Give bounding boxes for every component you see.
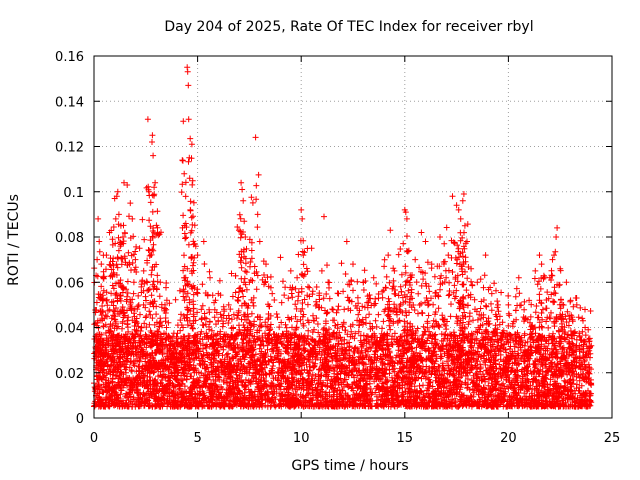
- chart-title: Day 204 of 2025, Rate Of TEC Index for r…: [164, 19, 533, 35]
- x-tick-label: 0: [90, 431, 98, 446]
- y-tick-label: 0.08: [55, 231, 84, 246]
- y-tick-label: 0.1: [63, 186, 84, 201]
- y-axis-label: ROTI / TECUs: [6, 194, 22, 286]
- x-tick-label: 15: [397, 431, 414, 446]
- y-tick-label: 0.06: [55, 276, 84, 291]
- x-axis-label: GPS time / hours: [291, 458, 408, 474]
- y-tick-label: 0.02: [55, 367, 84, 382]
- x-tick-label: 5: [193, 431, 201, 446]
- scatter-points: [91, 64, 595, 410]
- y-tick-label: 0.14: [55, 95, 84, 110]
- roti-point-markers: [91, 64, 595, 410]
- grid-lines: [94, 56, 612, 418]
- y-tick-label: 0.12: [55, 141, 84, 156]
- plot-frame: [93, 55, 613, 419]
- y-tick-label: 0.04: [55, 322, 84, 337]
- axes: 0 5 10 15 20 25 0 0.02 0.04 0.06 0.08 0.1 0.12 0.14 0.…: [55, 50, 620, 446]
- x-tick-label: 25: [604, 431, 621, 446]
- x-tick-label: 20: [500, 431, 517, 446]
- y-tick-label: 0.16: [55, 50, 84, 65]
- x-tick-label: 10: [293, 431, 310, 446]
- y-tick-label: 0: [76, 412, 84, 427]
